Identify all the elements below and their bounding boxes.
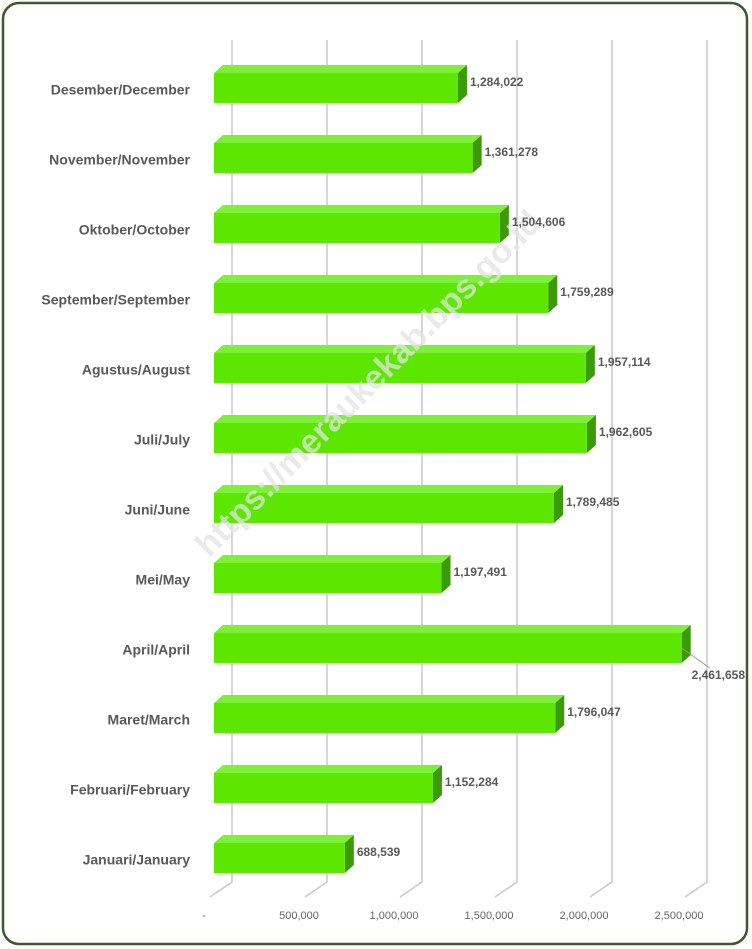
- value-label: 1,789,485: [566, 495, 620, 509]
- bar: [214, 275, 558, 313]
- bar: [214, 835, 354, 873]
- grid-line: [304, 40, 328, 898]
- bar-front: [214, 213, 500, 243]
- bar-front: [214, 423, 587, 453]
- grid-line: [589, 40, 613, 898]
- category-label: Maret/March: [108, 712, 190, 728]
- bar-side: [432, 765, 442, 803]
- category-label: Januari/January: [83, 852, 191, 868]
- grid-line: [399, 40, 423, 898]
- bar-side: [554, 485, 564, 523]
- category-label: Juni/June: [125, 502, 191, 518]
- category-label: Agustus/August: [82, 362, 190, 378]
- bar-top: [214, 695, 565, 703]
- bar-front: [214, 493, 555, 523]
- bar-top: [214, 415, 596, 423]
- bar-top: [214, 765, 442, 773]
- bar-top: [214, 835, 354, 843]
- value-label: 1,152,284: [445, 775, 499, 789]
- x-tick-label: 500,000: [279, 910, 319, 922]
- bar: [214, 345, 595, 383]
- bar-top: [214, 485, 564, 493]
- bar-side: [344, 835, 354, 873]
- bar-side: [548, 275, 558, 313]
- bar-top: [214, 345, 595, 353]
- bar: [214, 765, 442, 803]
- bar-front: [214, 143, 473, 173]
- bar: [214, 65, 467, 103]
- value-label: 688,539: [357, 845, 401, 859]
- bar-side: [499, 205, 509, 243]
- grid-line: [209, 40, 233, 898]
- bar-side: [585, 345, 595, 383]
- bar-front: [214, 563, 442, 593]
- bar-top: [214, 625, 691, 633]
- value-label: 1,759,289: [560, 285, 614, 299]
- leader-line: [681, 647, 711, 669]
- category-label: Desember/December: [51, 82, 191, 98]
- bar: [214, 695, 565, 733]
- bar-top: [214, 555, 451, 563]
- category-label: Februari/February: [70, 782, 190, 798]
- bar-top: [214, 135, 482, 143]
- bar-front: [214, 843, 345, 873]
- category-label: Oktober/October: [79, 222, 191, 238]
- bar: [214, 555, 451, 593]
- bar-side: [555, 695, 565, 733]
- bar: [214, 205, 509, 243]
- grid: - 500,000 1,000,000 1,500,000 2,000,000 2,500…: [202, 40, 708, 922]
- x-tick-label: -: [202, 910, 206, 922]
- x-tick-label: 1,000,000: [370, 910, 419, 922]
- x-tick-label: 1,500,000: [465, 910, 514, 922]
- bar-front: [214, 703, 556, 733]
- grid-line: [494, 40, 518, 898]
- bar-top: [214, 205, 509, 213]
- bar: [214, 415, 596, 453]
- bar-front: [214, 353, 586, 383]
- value-label: 1,962,605: [599, 425, 653, 439]
- bar-front: [214, 73, 458, 103]
- value-label: 1,796,047: [567, 705, 621, 719]
- bar-side: [441, 555, 451, 593]
- bar-side: [457, 65, 467, 103]
- category-label: November/November: [49, 152, 190, 168]
- value-label: 1,284,022: [470, 75, 524, 89]
- bar-front: [214, 773, 433, 803]
- category-label: Juli/July: [134, 432, 190, 448]
- value-label: 2,461,658: [692, 668, 746, 682]
- value-label: 1,197,491: [454, 565, 508, 579]
- value-label: 1,361,278: [485, 145, 539, 159]
- bars: [214, 65, 691, 873]
- category-label: September/September: [41, 292, 190, 308]
- bar: [214, 625, 691, 663]
- bar-top: [214, 275, 558, 283]
- x-tick-label: 2,500,000: [655, 910, 704, 922]
- bar-front: [214, 283, 549, 313]
- bar: [214, 485, 564, 523]
- value-label: 1,957,114: [598, 355, 651, 369]
- bar-side: [586, 415, 596, 453]
- category-label: April/April: [122, 642, 190, 658]
- bar: [214, 135, 482, 173]
- x-tick-label: 2,000,000: [560, 910, 609, 922]
- grid-line: [684, 40, 708, 898]
- category-label: Mei/May: [136, 572, 191, 588]
- bar-side: [681, 625, 691, 663]
- bar-side: [472, 135, 482, 173]
- bar-front: [214, 633, 682, 663]
- value-label: 1,504,606: [512, 215, 566, 229]
- bar-top: [214, 65, 467, 73]
